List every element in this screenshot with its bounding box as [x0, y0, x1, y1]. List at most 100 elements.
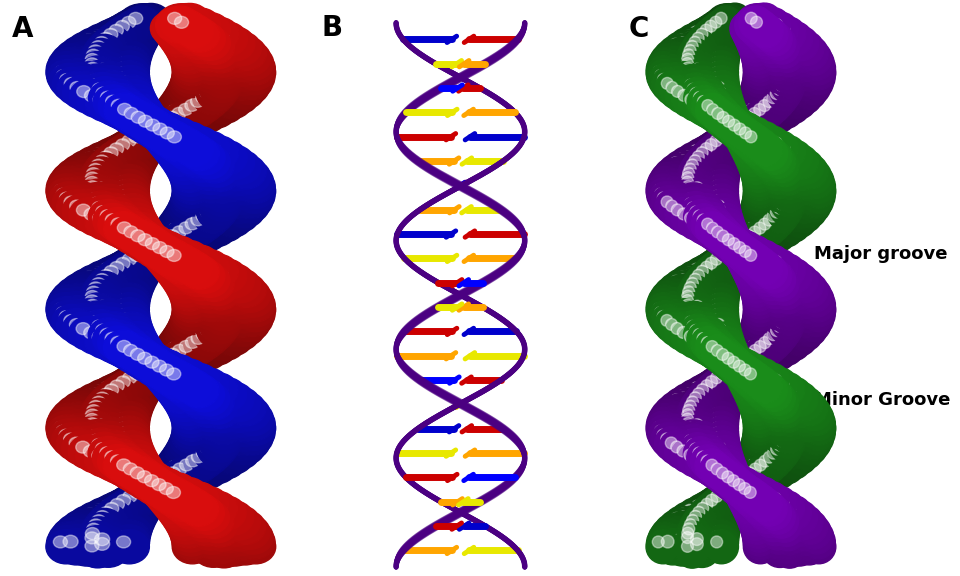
Circle shape [131, 467, 144, 479]
Circle shape [159, 458, 204, 497]
Circle shape [683, 294, 695, 306]
Circle shape [681, 305, 695, 320]
Circle shape [681, 261, 720, 300]
Circle shape [210, 31, 253, 67]
Circle shape [777, 301, 791, 316]
Circle shape [191, 317, 206, 330]
Circle shape [716, 465, 753, 501]
Circle shape [194, 274, 234, 308]
Circle shape [701, 261, 712, 273]
Circle shape [231, 61, 247, 74]
Circle shape [200, 419, 214, 431]
Circle shape [801, 279, 812, 291]
Circle shape [684, 53, 696, 65]
Circle shape [84, 169, 101, 184]
Circle shape [763, 327, 775, 339]
Circle shape [91, 86, 107, 100]
Circle shape [785, 306, 799, 320]
Circle shape [114, 455, 132, 469]
Circle shape [116, 8, 161, 47]
Circle shape [108, 18, 148, 52]
Circle shape [786, 170, 800, 183]
Circle shape [117, 218, 132, 230]
Circle shape [160, 124, 200, 159]
Circle shape [115, 125, 161, 164]
Circle shape [694, 161, 708, 175]
Circle shape [68, 42, 82, 54]
Circle shape [158, 342, 199, 376]
Circle shape [665, 153, 702, 189]
Circle shape [684, 518, 696, 530]
Circle shape [742, 185, 776, 220]
Circle shape [197, 520, 212, 533]
Circle shape [97, 383, 137, 418]
Circle shape [702, 257, 714, 270]
Circle shape [757, 277, 794, 313]
Circle shape [796, 526, 808, 539]
Circle shape [130, 355, 173, 392]
Circle shape [95, 152, 138, 189]
Circle shape [75, 393, 89, 406]
Circle shape [110, 336, 125, 348]
Circle shape [696, 207, 732, 243]
Circle shape [771, 379, 783, 392]
Circle shape [83, 411, 100, 425]
Circle shape [84, 509, 125, 543]
Circle shape [806, 289, 818, 301]
Circle shape [83, 510, 98, 524]
Circle shape [757, 429, 794, 465]
Circle shape [691, 320, 725, 354]
Circle shape [691, 533, 704, 546]
Circle shape [157, 103, 204, 142]
Circle shape [761, 48, 798, 84]
Circle shape [768, 414, 781, 427]
Circle shape [677, 288, 710, 322]
Circle shape [762, 266, 777, 281]
Circle shape [204, 396, 219, 408]
Circle shape [114, 143, 131, 156]
Circle shape [118, 478, 167, 519]
Circle shape [724, 346, 762, 385]
Circle shape [86, 412, 130, 449]
Circle shape [89, 388, 104, 401]
Circle shape [174, 498, 189, 511]
Circle shape [709, 253, 722, 266]
Circle shape [665, 437, 677, 449]
Circle shape [787, 293, 801, 306]
Circle shape [141, 121, 157, 135]
Circle shape [743, 293, 778, 327]
Circle shape [160, 339, 175, 351]
Circle shape [178, 10, 191, 22]
Circle shape [114, 340, 130, 353]
Circle shape [88, 184, 132, 221]
Circle shape [768, 298, 808, 339]
Circle shape [108, 90, 123, 103]
Circle shape [223, 398, 238, 411]
Circle shape [735, 241, 776, 282]
Circle shape [777, 502, 789, 515]
Circle shape [684, 418, 722, 457]
Circle shape [114, 458, 130, 471]
Circle shape [220, 298, 236, 311]
Circle shape [672, 289, 712, 330]
Circle shape [694, 255, 729, 289]
Circle shape [46, 170, 86, 204]
Circle shape [66, 417, 112, 456]
Circle shape [171, 93, 211, 127]
Circle shape [93, 19, 138, 58]
Circle shape [231, 416, 247, 430]
Circle shape [77, 48, 92, 61]
Circle shape [745, 255, 758, 267]
Circle shape [158, 452, 204, 490]
Circle shape [149, 477, 192, 513]
Circle shape [684, 393, 717, 427]
Circle shape [662, 189, 699, 226]
Circle shape [805, 72, 818, 84]
Circle shape [122, 393, 135, 406]
Circle shape [710, 259, 744, 293]
Circle shape [761, 82, 775, 95]
Circle shape [156, 375, 197, 410]
Circle shape [181, 90, 198, 104]
Circle shape [693, 196, 706, 209]
Circle shape [707, 431, 740, 465]
